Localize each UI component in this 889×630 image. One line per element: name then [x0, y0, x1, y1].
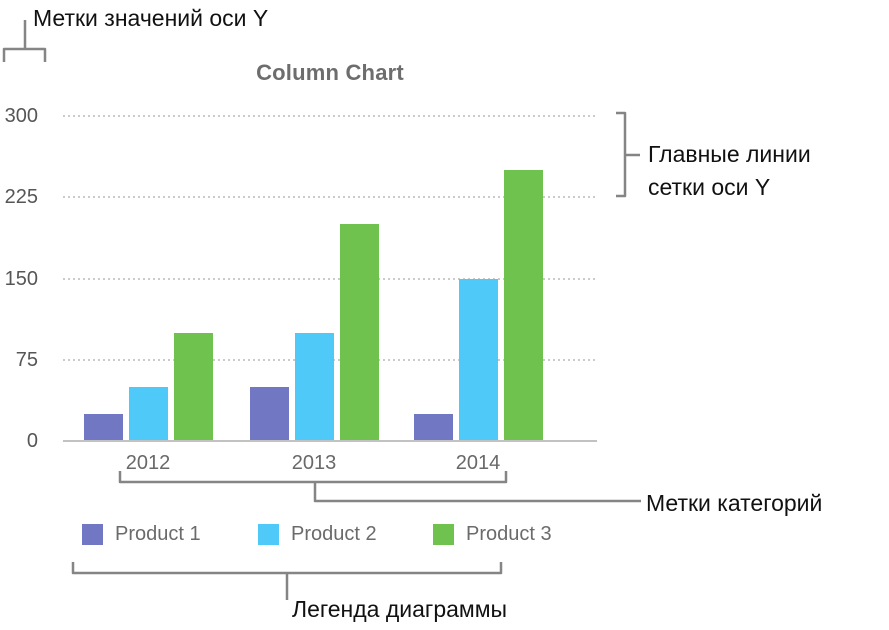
legend-swatch-2	[258, 524, 279, 545]
category-label-2013: 2013	[291, 452, 337, 474]
y-axis-label-150: 150	[4, 267, 38, 290]
legend-item-product-3: Product 3	[433, 523, 552, 545]
legend-swatch-1	[82, 524, 103, 545]
legend-swatch-3	[433, 524, 454, 545]
bar-2012-product-3	[173, 332, 213, 440]
legend-item-product-1: Product 1	[82, 523, 201, 545]
y-axis-label-300: 300	[4, 105, 38, 127]
bar-2013-product-3	[339, 224, 379, 440]
legend-label-2: Product 2	[291, 523, 377, 545]
annotation-y-gridlines: Главные линии сетки оси Y	[648, 141, 811, 200]
bar-2012-product-1	[83, 413, 123, 440]
x-axis-line	[63, 440, 597, 442]
chart-title: Column Chart	[256, 60, 404, 85]
y-gridline-150	[63, 277, 597, 280]
category-label-2012: 2012	[125, 452, 171, 474]
bar-2012-product-2	[128, 386, 168, 440]
y-axis-label-75: 75	[15, 348, 38, 371]
y-gridline-300	[63, 115, 597, 117]
y-axis-label-0: 0	[26, 430, 38, 452]
legend-label-3: Product 3	[466, 523, 552, 545]
legend-item-product-2: Product 2	[258, 523, 377, 545]
legend-label-1: Product 1	[115, 523, 201, 545]
annotation-y-value-labels: Метки значений оси Y	[33, 5, 269, 31]
bar-2013-product-2	[294, 332, 334, 440]
y-gridline-225	[63, 196, 597, 199]
bar-2014-product-2	[458, 278, 498, 440]
bar-2013-product-1	[249, 386, 289, 440]
bar-2014-product-1	[413, 413, 453, 440]
annotation-chart-legend: Легенда диаграммы	[292, 596, 508, 622]
annotation-category-labels: Метки категорий	[646, 490, 823, 516]
category-label-2014: 2014	[455, 452, 501, 474]
y-axis-label-225: 225	[4, 186, 38, 209]
bar-2014-product-3	[503, 170, 543, 440]
